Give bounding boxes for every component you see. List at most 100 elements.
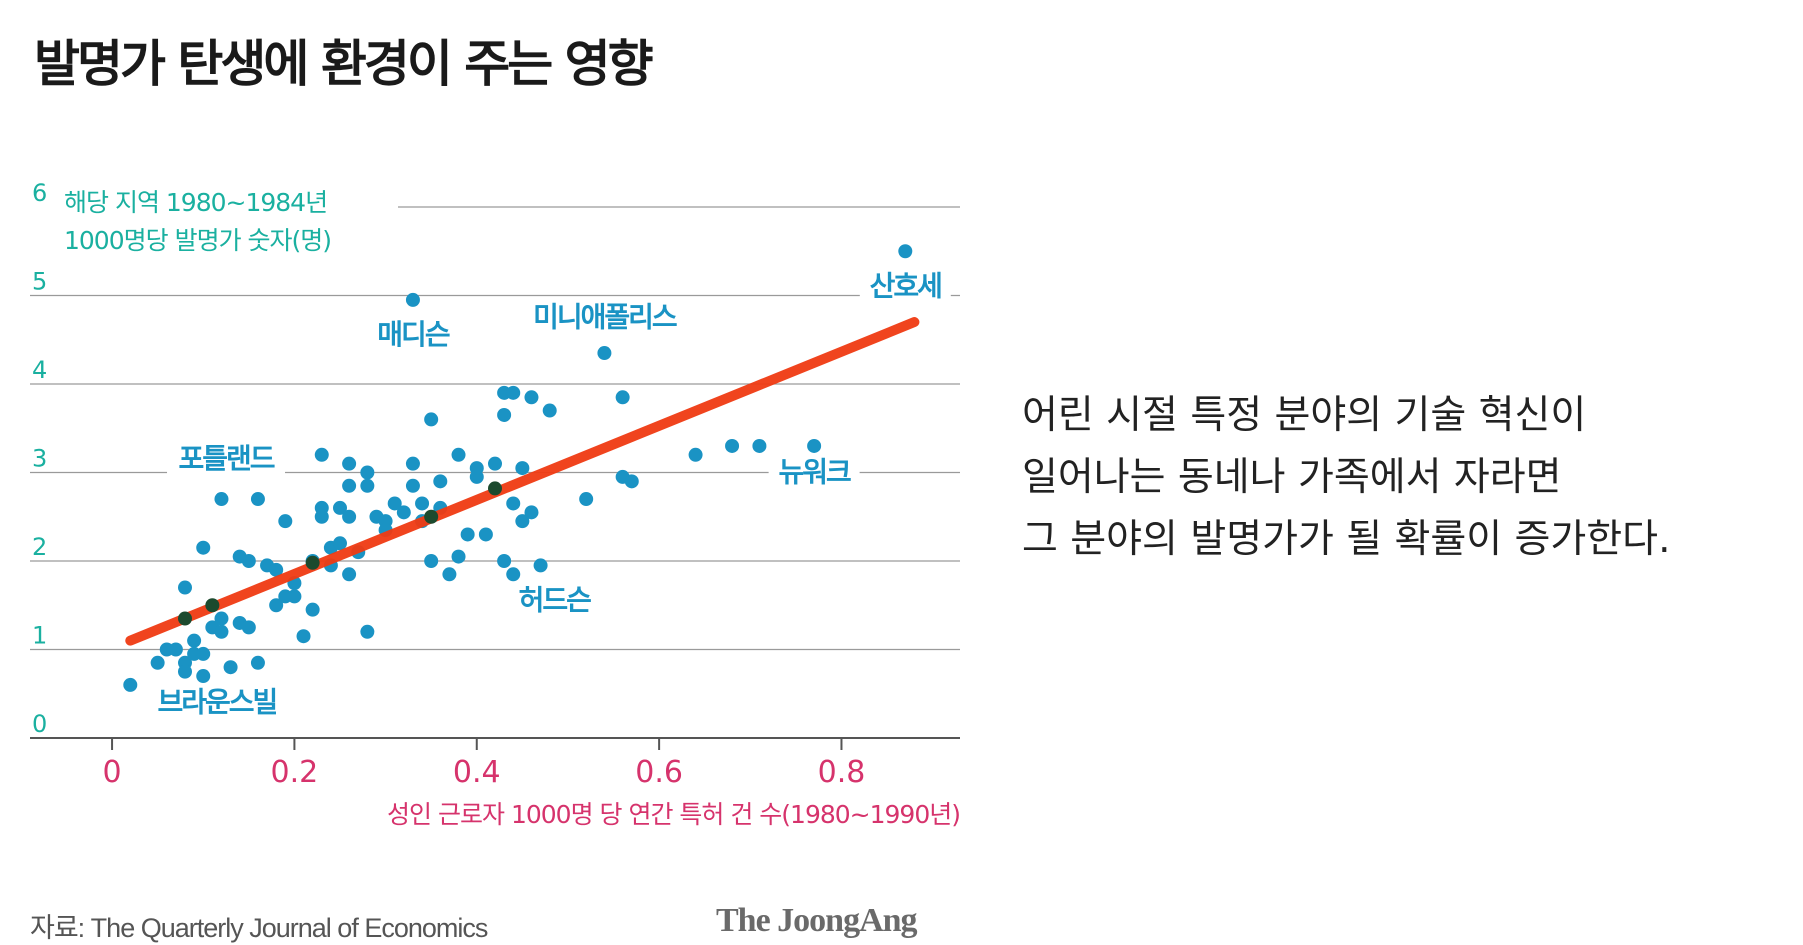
data-point [342,478,357,493]
city-annotation: 산호세 [870,270,942,303]
annotation-backdrop [144,686,290,721]
description: 어린 시절 특정 분야의 기술 혁신이 일어나는 동네나 가족에서 자라면 그 … [1022,385,1670,571]
data-point [725,438,740,453]
y-axis-label-line: 해당 지역 1980~1984년 [64,188,327,217]
data-point [524,390,539,405]
data-point [178,580,192,595]
data-point [542,403,557,418]
binned-point [305,555,320,570]
data-point [305,602,320,617]
data-point [187,633,202,648]
description-line: 일어나는 동네나 가족에서 자라면 [1022,455,1562,500]
y-tick-label: 5 [32,268,47,296]
data-point [214,492,229,507]
data-point [506,567,521,582]
data-point [469,461,484,476]
y-axis-label: 해당 지역 1980~1984년 1000명당 발명가 숫자(명) [64,188,332,255]
x-axis [30,737,960,750]
binned-point [178,611,192,626]
data-point [196,646,211,661]
x-axis-label-group: 성인 근로자 1000명 당 연간 특허 건 수(1980~1990년) [387,800,961,829]
description-line: 어린 시절 특정 분야의 기술 혁신이 [1022,393,1587,438]
data-point [478,527,493,542]
data-point [314,500,329,515]
data-point [396,505,411,520]
scatter-chart: 0 1 2 3 4 5 6 0 0.2 0.4 0.6 0.8 해당 지역 1980~1984년 10… [30,179,961,829]
data-point [333,500,347,515]
data-points [123,244,913,692]
data-point [387,496,402,511]
data-point [223,660,238,675]
data-point [360,624,375,639]
data-point [533,558,548,573]
data-point [497,554,512,568]
annotation-backdrop [518,301,691,336]
annotation-backdrop [367,319,459,354]
page-title: 발명가 탄생에 환경이 주는 영향 [34,35,654,93]
data-point [506,496,521,511]
x-tick-label: 0.6 [635,755,683,790]
data-point [688,447,703,462]
y-tick-label: 4 [32,356,47,384]
data-point [752,438,767,453]
data-point [178,664,192,679]
data-point [515,461,530,476]
grid-lines [30,206,960,651]
y-tick-label: 3 [32,445,47,473]
data-point [196,669,211,684]
data-point [415,496,430,511]
data-point [123,677,138,692]
city-annotation: 미니애폴리스 [533,300,677,333]
data-point [898,244,913,259]
data-point [214,624,229,639]
data-point [624,474,639,489]
binned-point [488,481,502,496]
annotation-backdrop [508,584,600,619]
data-point [360,478,375,493]
y-tick-label: 0 [32,710,47,738]
y-tick-labels: 0 1 2 3 4 5 6 [32,179,47,738]
binned-point [424,509,439,524]
city-annotation: 허드슨 [519,584,592,617]
data-point [424,554,439,568]
data-point [442,567,457,582]
data-point [515,514,530,529]
data-point [250,655,265,670]
data-point [342,456,357,471]
y-tick-label: 2 [32,533,47,561]
data-point [250,492,265,507]
data-point [150,655,165,670]
description-line: 그 분야의 발명가가 될 확률이 증가한다. [1022,517,1671,562]
city-annotation: 브라운스빌 [158,685,277,718]
source-credit: 자료: The Quarterly Journal of Economics [30,913,488,943]
x-tick-label: 0.4 [453,755,501,790]
data-point [405,292,420,307]
data-point [214,611,229,626]
data-point [524,505,539,520]
publisher-logo: The JoongAng [716,902,918,939]
data-point [241,554,256,568]
data-point [460,527,475,542]
y-axis-label-line: 1000명당 발명가 숫자(명) [64,226,331,255]
data-point [269,562,284,577]
data-point [314,447,329,462]
x-tick-label: 0.8 [818,755,866,790]
trend-line-group [125,317,920,646]
binned-points [178,481,502,626]
data-point [287,589,302,604]
city-annotation: 매디슨 [377,318,450,351]
data-point [579,492,594,507]
x-tick-labels: 0 0.2 0.4 0.6 0.8 [103,755,866,790]
annotation-backdrop [167,443,286,478]
city-annotation: 포틀랜드 [179,442,275,475]
data-point [269,598,284,613]
data-point [424,412,439,427]
x-tick-label: 0.2 [271,755,319,790]
data-point [342,567,357,582]
binned-point [205,598,220,613]
data-point [278,514,293,529]
data-point [342,509,357,524]
data-point [488,456,502,471]
x-axis-label: 성인 근로자 1000명 당 연간 특허 건 수(1980~1990년) [387,800,960,829]
